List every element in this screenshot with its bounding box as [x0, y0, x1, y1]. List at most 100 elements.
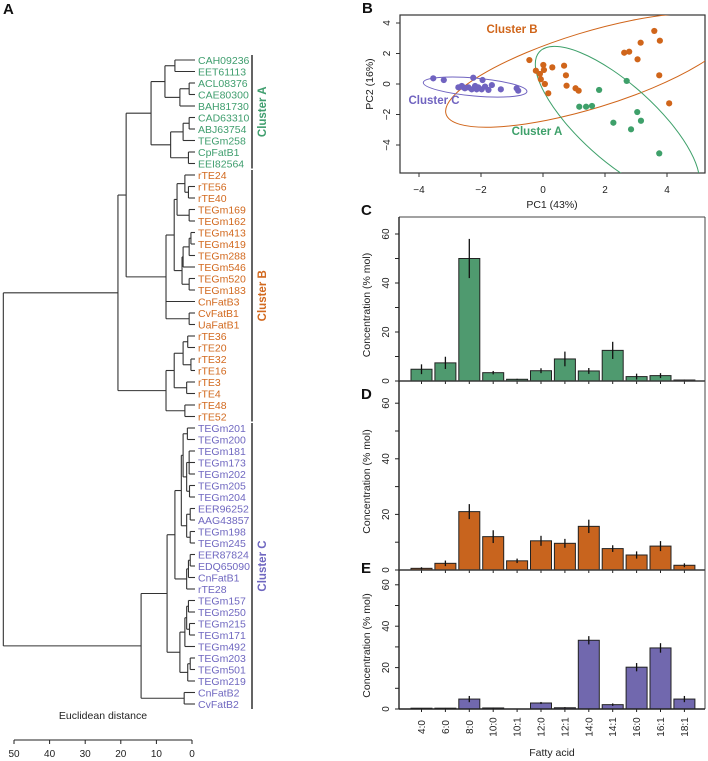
cluster-a-point — [610, 119, 617, 126]
bar-chart-x-tick-label: 10:1 — [513, 717, 524, 737]
dendrogram-x-tick-label: 20 — [115, 749, 127, 760]
leaf-label: rTE24 — [198, 170, 227, 182]
bar-chart-y-tick-label: 0 — [381, 378, 392, 384]
leaf-label: TEGm492 — [198, 641, 246, 653]
cluster-c-point — [479, 76, 486, 84]
bar-chart-x-tick-label: 4:0 — [417, 720, 428, 734]
bar — [649, 647, 672, 710]
leaf-label: rTE4 — [198, 388, 221, 400]
bar-chart-y-tick-label: 0 — [381, 567, 392, 573]
pca-x-tick-label: 0 — [540, 185, 546, 196]
dendrogram: CAH09236EET61113ACL08376CAE80300BAH81730… — [2, 55, 269, 760]
leaf-label: ACL08376 — [198, 78, 248, 90]
bar-chart-y-tick-label: 40 — [381, 620, 392, 632]
leaf-label: EEI82564 — [198, 158, 244, 170]
leaf-label: TEGm501 — [198, 664, 246, 676]
leaf-label: ABJ63754 — [198, 124, 247, 136]
cluster-b-point — [541, 80, 548, 88]
cluster-label: Cluster C — [257, 540, 269, 591]
bar-chart-x-tick-label: 16:1 — [656, 717, 667, 737]
pca-x-tick-label: −4 — [413, 185, 425, 196]
pca-cluster-c-label: Cluster C — [408, 95, 459, 107]
bar-chart-x-tick-label: 12:1 — [560, 717, 571, 737]
cluster-b-point — [526, 56, 533, 64]
pca-plot-area — [422, 15, 705, 173]
leaf-label: TEGm198 — [198, 526, 246, 538]
leaf-label: rTE52 — [198, 411, 227, 423]
leaf-label: TEGm181 — [198, 446, 246, 458]
cluster-a-point — [637, 117, 645, 124]
leaf-label: TEGm171 — [198, 630, 246, 642]
pca-scatter-plot: Cluster B Cluster A Cluster C −4 −2 0 2 4 −4 −2 0 2… — [364, 14, 706, 211]
bar-chart-y-tick-label: 60 — [381, 228, 392, 240]
pca-x-tick-label: 2 — [602, 185, 608, 196]
leaf-label: CpFatB1 — [198, 147, 240, 159]
cluster-a-point — [634, 108, 641, 116]
bar-chart-x-tick-label: 12:0 — [537, 717, 548, 737]
cluster-a-point — [596, 86, 603, 94]
bar — [577, 639, 600, 710]
leaf-label: rTE56 — [198, 181, 227, 193]
leaf-label: EDQ65090 — [198, 561, 250, 573]
leaf-label: EER87824 — [198, 549, 249, 561]
panel-label-d: D — [361, 386, 372, 403]
cluster-b-point — [545, 90, 552, 97]
cluster-label: Cluster B — [257, 270, 269, 321]
cluster-b-point — [537, 76, 544, 83]
pca-y-tick-label: 4 — [382, 20, 393, 26]
cluster-b-point — [549, 64, 556, 71]
bar-chart-y-tick-label: 20 — [381, 508, 392, 520]
leaf-label: TEGm546 — [198, 262, 246, 274]
bar-chart-y-axis-title: Concentration (% mol) — [361, 253, 373, 357]
leaf-label: TEGm520 — [198, 273, 246, 285]
bar-chart-x-tick-label: 10:0 — [489, 717, 500, 737]
cluster-c-point — [515, 87, 522, 94]
leaf-label: TEGm204 — [198, 492, 246, 504]
leaf-label: TEGm215 — [198, 618, 246, 630]
leaf-label: TEGm205 — [198, 480, 246, 492]
cluster-b-point — [563, 82, 570, 89]
leaf-label: rTE3 — [198, 377, 221, 389]
leaf-label: CnFatB1 — [198, 572, 240, 584]
pca-x-tick-label: −2 — [475, 185, 487, 196]
bar-chart-y-tick-label: 60 — [381, 579, 392, 591]
cluster-b-point — [560, 62, 568, 69]
bar — [625, 666, 648, 710]
bar-chart-y-tick-label: 60 — [381, 397, 392, 409]
cluster-b-point — [651, 27, 658, 35]
pca-y-axis-title: PC2 (16%) — [364, 58, 376, 109]
leaf-label: TEGm183 — [198, 285, 246, 297]
leaf-label: CAH09236 — [198, 55, 250, 67]
leaf-label: TEGm173 — [198, 457, 246, 469]
bar-chart-y-tick-label: 40 — [381, 453, 392, 465]
leaf-label: TEGm200 — [198, 434, 246, 446]
cluster-c-point — [497, 86, 504, 93]
bar-chart-y-tick-label: 0 — [381, 706, 392, 712]
bar-chart-x-axis-title: Fatty acid — [529, 747, 575, 759]
bar-chart-y-axis-title: Concentration (% mol) — [361, 593, 373, 697]
bar-chart-x-tick-label: 14:0 — [584, 717, 595, 737]
pca-x-axis-title: PC1 (43%) — [526, 199, 577, 211]
cluster-b-point — [540, 66, 548, 74]
leaf-label: UaFatB1 — [198, 319, 240, 331]
cluster-b-point — [575, 87, 582, 94]
leaf-label: rTE40 — [198, 193, 227, 205]
pca-cluster-b-label: Cluster B — [486, 24, 537, 36]
leaf-label: CAE80300 — [198, 89, 249, 101]
cluster-c-point — [460, 84, 467, 91]
cluster-b-point — [621, 49, 628, 56]
leaf-label: TEGm201 — [198, 423, 246, 435]
leaf-label: rTE32 — [198, 354, 227, 366]
leaf-label: rTE36 — [198, 331, 227, 343]
leaf-label: TEGm169 — [198, 204, 246, 216]
cluster-c-point — [440, 76, 447, 84]
bar-chart-panel-e: 0 20 40 60 Concentration (% mol) 4:0 6:0 8:0 10:… — [361, 569, 706, 759]
leaf-label: TEGm203 — [198, 653, 246, 665]
dendrogram-x-tick-label: 10 — [151, 749, 163, 760]
cluster-a-point — [588, 102, 596, 110]
leaf-label: CnFatB2 — [198, 687, 240, 699]
pca-x-tick-label: 4 — [664, 185, 670, 196]
fatty-acid-bar-charts: 0 20 40 60 Concentration (% mol) 0 20 40 60 Conce… — [361, 216, 706, 759]
bar-chart-y-tick-label: 20 — [381, 662, 392, 674]
